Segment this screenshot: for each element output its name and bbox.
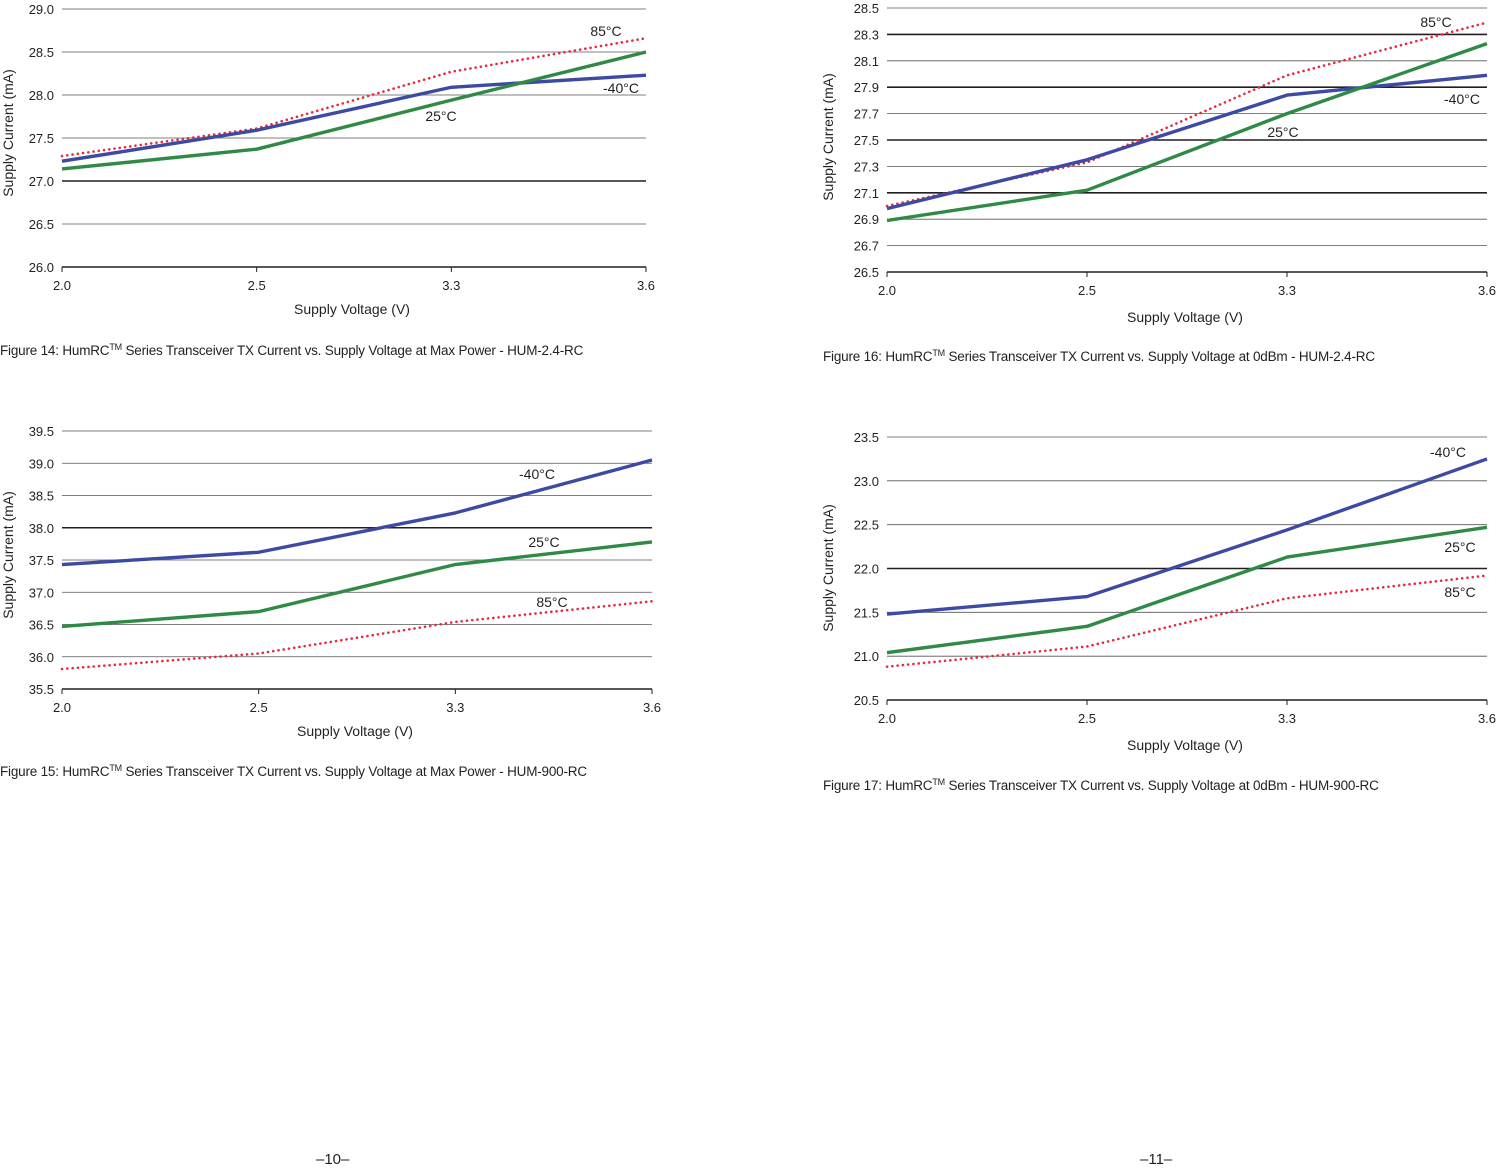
y-tick-label: 35.5 bbox=[29, 682, 54, 697]
figure-17-caption: Figure 17: HumRCTM Series Transceiver TX… bbox=[823, 777, 1379, 793]
x-tick-label: 2.0 bbox=[53, 700, 71, 715]
y-tick-label: 26.5 bbox=[854, 265, 879, 280]
x-tick-label: 3.6 bbox=[1478, 283, 1496, 298]
y-tick-label: 26.9 bbox=[854, 212, 879, 227]
page-number-left: –10– bbox=[316, 1151, 350, 1168]
series-label: 25°C bbox=[1267, 124, 1298, 140]
series-label: 25°C bbox=[425, 108, 456, 124]
y-tick-label: 27.0 bbox=[29, 174, 54, 189]
figure-16-caption: Figure 16: HumRCTM Series Transceiver TX… bbox=[823, 348, 1375, 364]
series-label: 85°C bbox=[536, 594, 567, 610]
series-line bbox=[61, 73, 647, 163]
series-line bbox=[60, 36, 648, 158]
series-line bbox=[886, 525, 1488, 655]
x-tick-label: 3.6 bbox=[1478, 711, 1496, 726]
series-label: 25°C bbox=[1444, 539, 1475, 555]
y-axis-title: Supply Current (mA) bbox=[0, 69, 16, 197]
figure-15: 35.5 36.0 36.5 37.0 37.5 38.0 38.5 39.0 39.5 2.0 2… bbox=[0, 415, 700, 785]
y-axis-title: Supply Current (mA) bbox=[820, 73, 836, 201]
x-axis-title: Supply Voltage (V) bbox=[297, 723, 413, 739]
y-tick-label: 28.5 bbox=[29, 45, 54, 60]
y-tick-label: 22.5 bbox=[854, 518, 879, 533]
y-tick-label: 23.0 bbox=[854, 474, 879, 489]
y-tick-label: 37.0 bbox=[29, 585, 54, 600]
y-tick-label: 26.5 bbox=[29, 217, 54, 232]
page-number-right: –11– bbox=[1140, 1151, 1173, 1168]
series-label: -40°C bbox=[603, 80, 639, 96]
x-axis-title: Supply Voltage (V) bbox=[1127, 309, 1243, 325]
series-label: 85°C bbox=[590, 23, 621, 39]
series-line bbox=[886, 73, 1488, 211]
series-line bbox=[885, 21, 1489, 208]
series-label: -40°C bbox=[519, 466, 555, 482]
y-tick-label: 26.0 bbox=[29, 260, 54, 275]
x-tick-label: 2.0 bbox=[53, 278, 71, 293]
chart-fig15: 35.5 36.0 36.5 37.0 37.5 38.0 38.5 39.0 39.5 2.0 2… bbox=[0, 424, 661, 739]
x-tick-label: 3.3 bbox=[1278, 711, 1296, 726]
y-tick-label: 27.1 bbox=[854, 186, 879, 201]
y-tick-label: 21.5 bbox=[854, 605, 879, 620]
series-label: 85°C bbox=[1420, 14, 1451, 30]
y-tick-label: 36.5 bbox=[29, 618, 54, 633]
y-tick-label: 23.5 bbox=[854, 430, 879, 445]
y-axis-title: Supply Current (mA) bbox=[0, 491, 16, 619]
x-tick-label: 2.0 bbox=[878, 283, 896, 298]
y-tick-label: 26.7 bbox=[854, 239, 879, 254]
y-tick-label: 28.0 bbox=[29, 88, 54, 103]
figure-15-caption: Figure 15: HumRCTM Series Transceiver TX… bbox=[0, 763, 587, 779]
x-tick-label: 3.3 bbox=[442, 278, 460, 293]
series-line bbox=[61, 50, 647, 171]
series-line bbox=[886, 42, 1488, 223]
y-tick-label: 27.5 bbox=[854, 133, 879, 148]
figure-16: 26.5 26.7 26.9 27.1 27.3 27.5 27.7 27.9 28.1 28.3… bbox=[820, 0, 1498, 370]
y-tick-label: 22.0 bbox=[854, 562, 879, 577]
y-tick-label: 38.5 bbox=[29, 489, 54, 504]
y-tick-label: 28.5 bbox=[854, 1, 879, 16]
y-tick-label: 20.5 bbox=[854, 693, 879, 708]
chart-fig16: 26.5 26.7 26.9 27.1 27.3 27.5 27.7 27.9 28.1 28.3… bbox=[820, 1, 1496, 325]
x-axis-title: Supply Voltage (V) bbox=[1127, 737, 1243, 753]
y-tick-label: 38.0 bbox=[29, 521, 54, 536]
series-label: 85°C bbox=[1444, 584, 1475, 600]
y-tick-label: 27.7 bbox=[854, 107, 879, 122]
y-tick-label: 39.0 bbox=[29, 456, 54, 471]
x-tick-label: 2.5 bbox=[1078, 283, 1096, 298]
x-tick-label: 2.5 bbox=[1078, 711, 1096, 726]
chart-fig17: 20.5 21.0 21.5 22.0 22.5 23.0 23.5 2.0 2.5 3.3 3.6… bbox=[820, 430, 1496, 753]
y-axis-title: Supply Current (mA) bbox=[820, 504, 836, 632]
series-line bbox=[61, 458, 653, 567]
y-tick-label: 29.0 bbox=[29, 2, 54, 17]
series-label: -40°C bbox=[1430, 444, 1466, 460]
figure-14: 26.0 26.5 27.0 27.5 28.0 28.5 29.0 2.0 2.5 3.3 3.6… bbox=[0, 0, 700, 370]
x-tick-label: 3.6 bbox=[643, 700, 661, 715]
figure-17: 20.5 21.0 21.5 22.0 22.5 23.0 23.5 2.0 2.5 3.3 3.6… bbox=[820, 420, 1498, 800]
series-label: 25°C bbox=[528, 534, 559, 550]
series-line bbox=[885, 574, 1489, 668]
y-tick-label: 28.3 bbox=[854, 27, 879, 42]
x-tick-label: 2.0 bbox=[878, 711, 896, 726]
y-tick-label: 36.0 bbox=[29, 650, 54, 665]
x-axis-title: Supply Voltage (V) bbox=[294, 301, 410, 317]
series-label: -40°C bbox=[1444, 91, 1480, 107]
x-tick-label: 3.3 bbox=[1278, 283, 1296, 298]
y-tick-label: 39.5 bbox=[29, 424, 54, 439]
y-tick-label: 27.9 bbox=[854, 80, 879, 95]
series-line bbox=[60, 599, 654, 671]
y-tick-label: 37.5 bbox=[29, 553, 54, 568]
y-tick-label: 28.1 bbox=[854, 54, 879, 69]
chart-fig14: 26.0 26.5 27.0 27.5 28.0 28.5 29.0 2.0 2.5 3.3 3.6… bbox=[0, 2, 655, 317]
y-tick-label: 27.5 bbox=[29, 131, 54, 146]
series-line bbox=[61, 540, 653, 629]
series-line bbox=[886, 457, 1488, 616]
x-tick-label: 3.3 bbox=[446, 700, 464, 715]
x-tick-label: 2.5 bbox=[250, 700, 268, 715]
figure-14-caption: Figure 14: HumRCTM Series Transceiver TX… bbox=[0, 342, 584, 358]
x-tick-label: 2.5 bbox=[248, 278, 266, 293]
y-tick-label: 27.3 bbox=[854, 159, 879, 174]
x-tick-label: 3.6 bbox=[637, 278, 655, 293]
y-tick-label: 21.0 bbox=[854, 649, 879, 664]
